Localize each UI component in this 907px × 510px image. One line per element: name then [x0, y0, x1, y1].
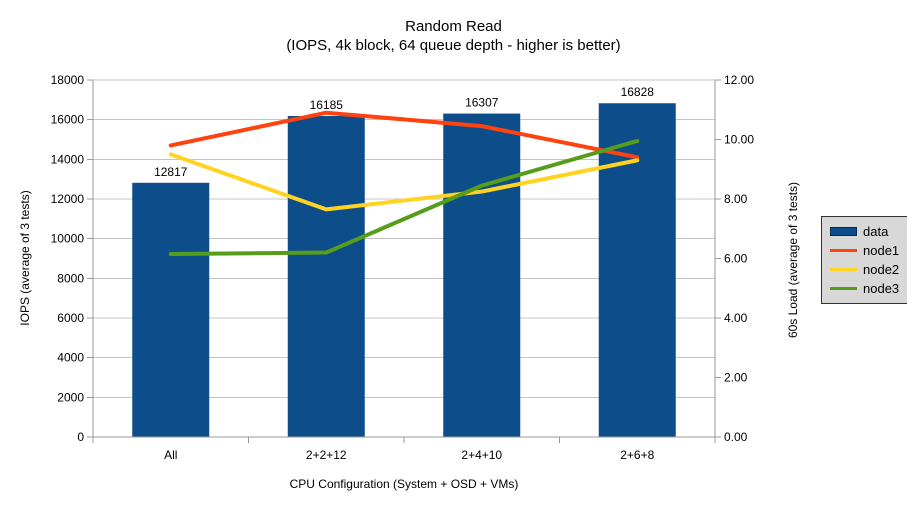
y-left-tick-label: 2000 [57, 390, 84, 404]
y-left-tick-label: 6000 [57, 311, 84, 325]
y-left-tick-label: 12000 [51, 192, 85, 206]
legend-item-data: data [830, 224, 899, 239]
y-left-tick-label: 16000 [51, 113, 85, 127]
y-left-tick-label: 8000 [57, 271, 84, 285]
bar-value-label: 12817 [154, 165, 188, 179]
y-right-tick-label: 6.00 [724, 252, 748, 266]
x-axis-title: CPU Configuration (System + OSD + VMs) [289, 477, 519, 491]
chart-subtitle: (IOPS, 4k block, 64 queue depth - higher… [286, 37, 621, 54]
legend: data node1 node2 node3 [821, 216, 907, 304]
legend-item-node3: node3 [830, 281, 899, 296]
chart-title: Random Read [405, 18, 502, 35]
line-node3 [168, 138, 640, 257]
bar-value-label: 16307 [465, 96, 499, 110]
y-right-tick-label: 0.00 [724, 430, 748, 444]
legend-label: node2 [863, 262, 900, 277]
legend-swatch-node1 [830, 249, 857, 252]
bar-value-label: 16828 [621, 85, 655, 99]
x-category-label: 2+2+12 [306, 448, 347, 462]
x-category-label: All [164, 448, 177, 462]
bar-2+4+10 [443, 113, 521, 438]
legend-swatch-node2 [830, 268, 857, 271]
line-node2 [168, 152, 640, 212]
legend-item-node2: node2 [830, 262, 899, 277]
y-right-tick-label: 2.00 [724, 371, 748, 385]
left-axis-title: IOPS (average of 3 tests) [18, 190, 32, 326]
line-node1 [168, 110, 640, 160]
y-left-tick-label: 14000 [51, 152, 85, 166]
right-axis-title: 60s Load (average of 3 tests) [786, 181, 800, 339]
y-right-tick-label: 4.00 [724, 311, 748, 325]
x-category-label: 2+4+10 [461, 448, 502, 462]
legend-swatch-node3 [830, 287, 857, 290]
legend-label: node1 [863, 243, 900, 258]
bar-2+2+12 [287, 115, 365, 437]
y-left-tick-label: 0 [77, 430, 84, 444]
x-category-label: 2+6+8 [620, 448, 654, 462]
legend-swatch-data [830, 227, 857, 236]
y-right-tick-label: 10.00 [724, 133, 754, 147]
y-left-tick-label: 18000 [51, 73, 85, 87]
bar-value-label: 16185 [310, 98, 344, 112]
legend-label: data [863, 224, 889, 239]
legend-item-node1: node1 [830, 243, 899, 258]
y-left-tick-label: 10000 [51, 232, 85, 246]
bar-All [132, 182, 210, 437]
y-right-tick-label: 12.00 [724, 73, 754, 87]
legend-label: node3 [863, 281, 900, 296]
y-right-tick-label: 8.00 [724, 192, 748, 206]
y-left-tick-label: 4000 [57, 351, 84, 365]
